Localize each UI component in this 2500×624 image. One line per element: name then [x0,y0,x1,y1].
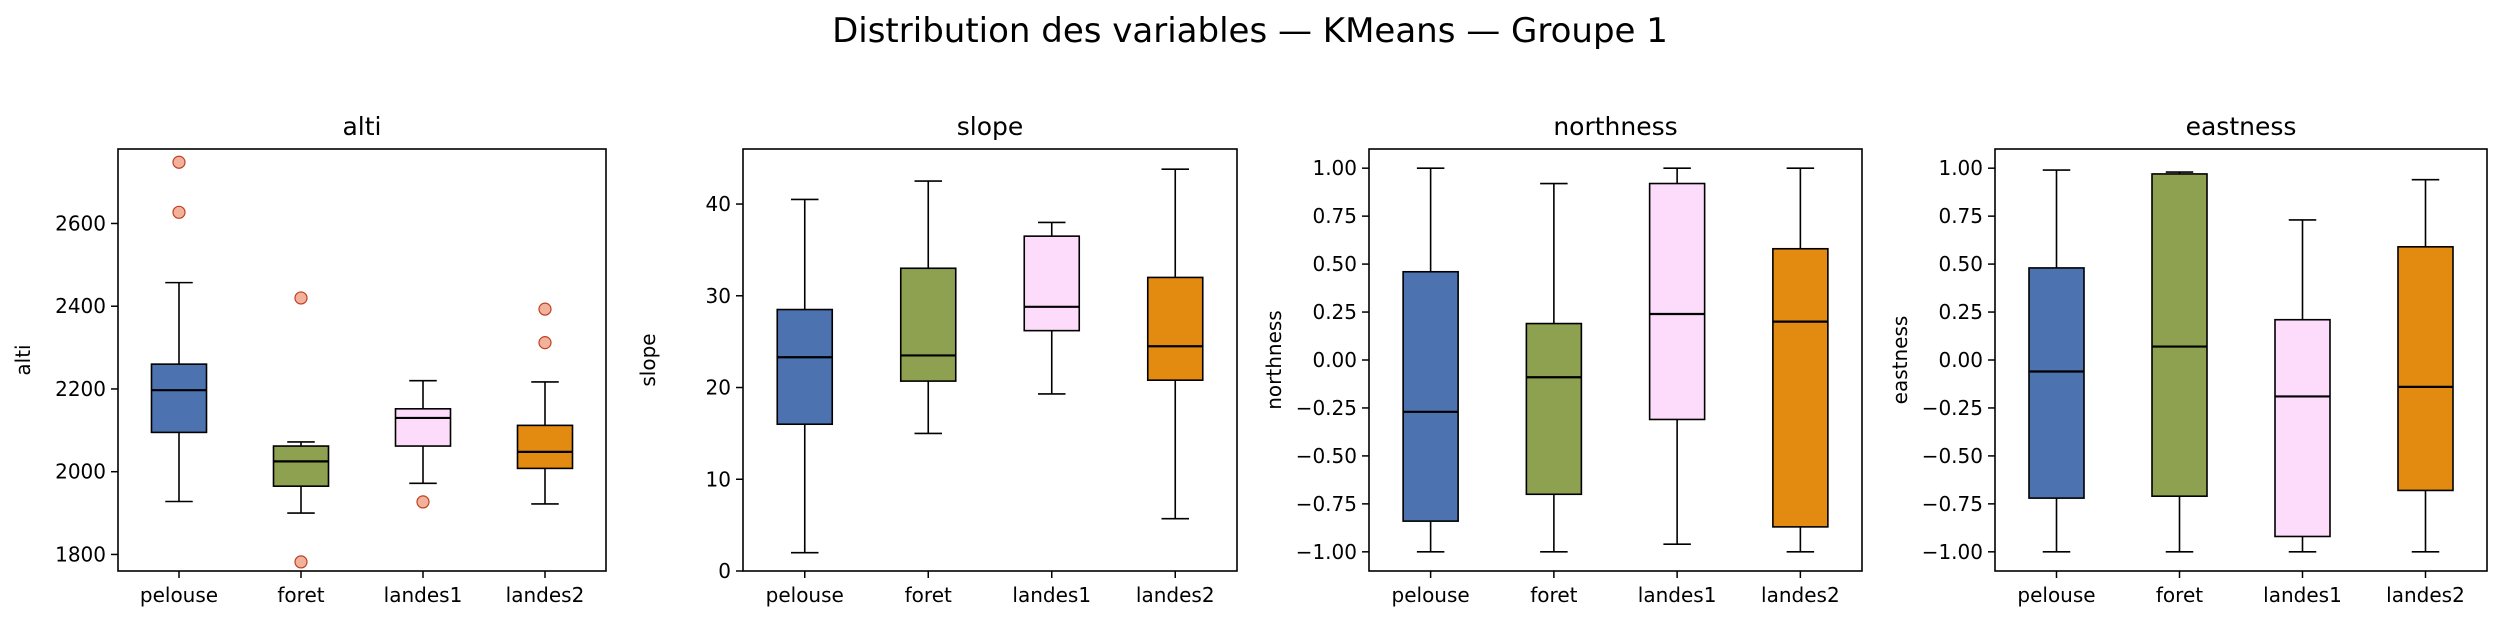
outlier-point [295,292,307,304]
x-tick-label: landes1 [1012,583,1091,607]
y-tick-label: −0.75 [1296,492,1357,516]
box-landes2: landes2 [2386,180,2465,607]
y-tick-label: −0.25 [1922,396,1983,420]
panel-title: eastness [2186,112,2297,141]
y-axis-label: northness [1262,310,1286,409]
y-tick-label: 0.25 [1312,300,1357,324]
y-tick-label: 1.00 [1938,156,1983,180]
y-tick-label: 1800 [55,542,106,566]
x-tick-label: landes2 [506,583,585,607]
y-tick-label: −1.00 [1922,540,1983,564]
box-iqr [777,310,832,425]
x-tick-label: landes1 [2263,583,2342,607]
y-tick-label: 2200 [55,377,106,401]
x-tick-label: landes2 [1761,583,1840,607]
box-iqr [518,425,573,468]
outlier-point [539,303,551,315]
outlier-point [173,156,185,168]
box-landes1: landes1 [1012,222,1091,607]
y-tick-label: 2400 [55,294,106,318]
panel-alti: alti alti 1800 2000 2200 2400 2600 pelouse foret… [11,112,606,607]
y-tick-label: 20 [706,376,731,400]
panel-slope: slope slope 0 10 20 30 40 pelouse foret landes1 la… [636,112,1237,607]
x-tick-label: foret [2156,583,2203,607]
y-tick-label: 0 [718,559,731,583]
box-iqr [396,409,451,446]
box-foret: foret [2152,172,2207,607]
box-iqr [2275,320,2330,537]
box-iqr [2029,268,2084,498]
outlier-point [417,496,429,508]
box-iqr [152,364,207,432]
y-tick-label: 2600 [55,211,106,235]
outlier-point [539,337,551,349]
y-axis-label: alti [11,344,35,375]
x-tick-label: landes2 [1136,583,1215,607]
y-tick-label: −1.00 [1296,540,1357,564]
panel-title: slope [957,112,1024,141]
y-tick-label: 0.75 [1938,204,1983,228]
x-tick-label: foret [1530,583,1577,607]
outlier-point [173,206,185,218]
y-tick-label: −0.50 [1296,444,1357,468]
axes-frame [118,149,606,571]
y-tick-label: 0.50 [1938,252,1983,276]
y-tick-label: 0.50 [1312,252,1357,276]
x-tick-label: landes1 [1638,583,1717,607]
box-iqr [2398,247,2453,491]
panel-eastness: eastness eastness −1.00 −0.75 −0.50 −0.25 0.00… [1888,112,2487,607]
y-tick-label: −0.50 [1922,444,1983,468]
box-iqr [274,446,329,486]
y-axis-label: eastness [1888,316,1912,405]
box-iqr [1024,236,1079,330]
box-foret: foret [274,292,329,607]
box-iqr [901,268,956,381]
y-tick-label: 0.25 [1938,300,1983,324]
box-pelouse: pelouse [140,156,218,607]
y-tick-label: 1.00 [1312,156,1357,180]
box-pelouse: pelouse [1392,168,1470,607]
y-tick-label: −0.75 [1922,492,1983,516]
y-tick-label: 0.75 [1312,204,1357,228]
y-tick-label: 10 [706,467,731,491]
box-iqr [1526,324,1581,495]
x-tick-label: foret [277,583,324,607]
figure-suptitle: Distribution des variables — KMeans — Gr… [832,11,1668,51]
x-tick-label: pelouse [1392,583,1470,607]
box-landes2: landes2 [1761,168,1840,607]
box-landes1: landes1 [1638,168,1717,607]
box-landes1: landes1 [2263,220,2342,607]
x-tick-label: pelouse [2017,583,2095,607]
box-landes1: landes1 [384,381,463,607]
y-tick-label: 0.00 [1938,348,1983,372]
box-pelouse: pelouse [2017,170,2095,607]
panel-northness: northness northness −1.00 −0.75 −0.50 −0.25 0.… [1262,112,1862,607]
x-tick-label: landes2 [2386,583,2465,607]
y-tick-label: −0.25 [1296,396,1357,420]
box-pelouse: pelouse [766,199,844,607]
outlier-point [295,556,307,568]
x-tick-label: pelouse [766,583,844,607]
y-axis-label: slope [636,333,660,386]
x-tick-label: landes1 [384,583,463,607]
box-landes2: landes2 [506,303,585,607]
y-tick-label: 0.00 [1312,348,1357,372]
box-foret: foret [1526,184,1581,607]
y-tick-label: 30 [706,284,731,308]
box-iqr [1148,277,1203,380]
box-iqr [1650,184,1705,420]
panel-title: alti [342,112,381,141]
x-tick-label: foret [905,583,952,607]
box-iqr [1773,249,1828,527]
box-landes2: landes2 [1136,169,1215,607]
panel-title: northness [1553,112,1677,141]
box-foret: foret [901,181,956,607]
y-tick-label: 40 [706,192,731,216]
y-tick-label: 2000 [55,460,106,484]
box-iqr [2152,174,2207,496]
box-iqr [1403,272,1458,521]
x-tick-label: pelouse [140,583,218,607]
